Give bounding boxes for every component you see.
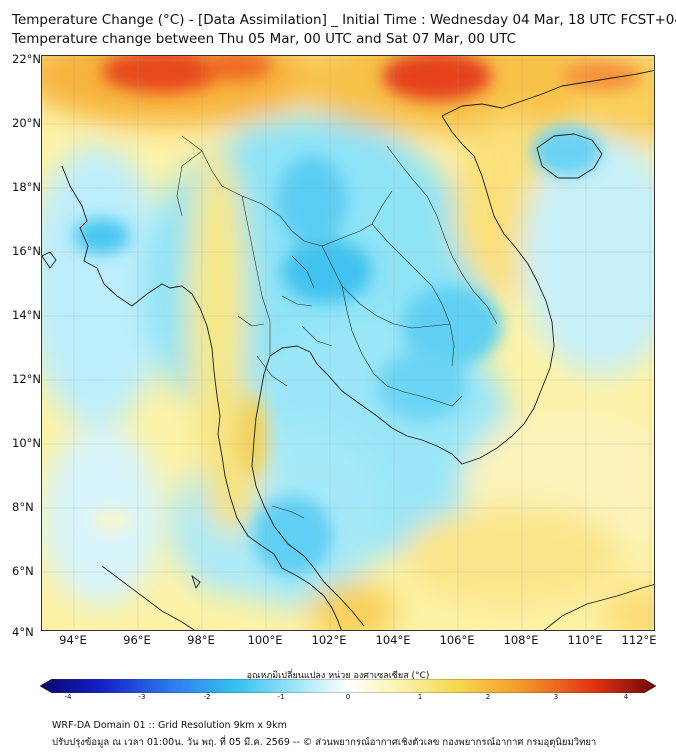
lat-label-22n: 22°N <box>12 52 41 66</box>
lon-label-104e: 104°E <box>375 633 411 647</box>
lon-label-94e: 94°E <box>59 633 87 647</box>
colorbar-tick: 4 <box>623 693 629 701</box>
colorbar-title: อุณหภูมิเปลี่ยนแปลง หน่วย องศาเซลเซียส (… <box>246 671 430 681</box>
lon-label-96e: 96°E <box>123 633 151 647</box>
colorbar-gradient <box>40 679 656 693</box>
colorbar-tick: -1 <box>277 693 285 701</box>
colorbar-tick: -3 <box>138 693 146 701</box>
lon-label-106e: 106°E <box>439 633 475 647</box>
colorbar-tick: 1 <box>417 693 423 701</box>
lon-label-110e: 110°E <box>567 633 603 647</box>
lat-label-16n: 16°N <box>12 244 41 258</box>
temperature-map <box>41 55 655 631</box>
colorbar-tick: -4 <box>64 693 72 701</box>
copyright-line: ปรับปรุงข้อมูล ณ เวลา 01:00น. วัน พฤ. ที… <box>52 737 597 748</box>
lat-label-20n: 20°N <box>12 116 41 130</box>
lat-label-4n: 4°N <box>12 625 34 639</box>
lon-label-100e: 100°E <box>247 633 283 647</box>
colorbar-tick: 0 <box>345 693 351 701</box>
colorbar-tick: 3 <box>553 693 559 701</box>
colorbar-tick: 2 <box>485 693 491 701</box>
lat-label-10n: 10°N <box>12 436 41 450</box>
lat-label-14n: 14°N <box>12 308 41 322</box>
graticule <box>42 56 654 630</box>
map-canvas <box>42 56 654 630</box>
lon-label-102e: 102°E <box>311 633 347 647</box>
chart-title: Temperature Change (°C) - [Data Assimila… <box>12 12 676 28</box>
borders <box>176 135 498 519</box>
lon-label-98e: 98°E <box>187 633 215 647</box>
lon-label-108e: 108°E <box>503 633 539 647</box>
lat-label-18n: 18°N <box>12 180 41 194</box>
colorbar <box>40 679 656 693</box>
chart-subtitle: Temperature change between Thu 05 Mar, 0… <box>12 31 517 47</box>
colorbar-tick: -2 <box>203 693 211 701</box>
coastlines <box>42 69 654 630</box>
lon-label-112e: 112°E <box>621 633 657 647</box>
model-info: WRF-DA Domain 01 :: Grid Resolution 9km … <box>52 720 287 731</box>
lat-label-12n: 12°N <box>12 372 41 386</box>
lat-label-8n: 8°N <box>12 500 34 514</box>
field-extremes <box>74 56 642 576</box>
lat-label-6n: 6°N <box>12 564 34 578</box>
